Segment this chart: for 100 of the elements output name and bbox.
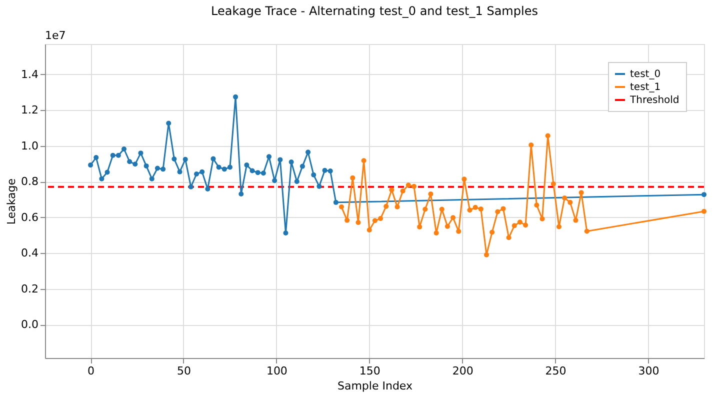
point xyxy=(495,209,500,214)
x-tick-label: 300 xyxy=(638,364,660,378)
point xyxy=(584,228,590,234)
y-tick-label: 1.4 xyxy=(21,68,38,81)
point xyxy=(500,206,506,212)
point xyxy=(316,184,322,189)
point xyxy=(400,188,406,194)
point xyxy=(144,163,149,168)
point xyxy=(238,192,244,197)
point xyxy=(328,168,333,174)
point xyxy=(472,204,478,210)
x-tick-label: 100 xyxy=(266,364,288,378)
point xyxy=(138,150,144,156)
point xyxy=(172,156,177,162)
x-tick-label: 250 xyxy=(545,364,566,378)
point xyxy=(428,192,434,197)
point xyxy=(160,166,166,172)
point xyxy=(255,170,260,176)
point xyxy=(417,224,422,230)
point xyxy=(154,166,160,171)
point xyxy=(322,168,328,173)
point xyxy=(378,216,384,222)
point xyxy=(205,186,210,192)
chart-title: Leakage Trace - Alternating test_0 and test_1 Samples xyxy=(211,4,538,18)
x-tick-label: 0 xyxy=(88,364,95,378)
point xyxy=(278,157,283,162)
point xyxy=(339,204,344,210)
point xyxy=(266,154,272,160)
point xyxy=(568,200,573,205)
point xyxy=(210,156,216,162)
point xyxy=(149,176,154,182)
point xyxy=(94,155,99,160)
x-axis-title: Sample Index xyxy=(337,380,413,392)
point xyxy=(233,94,238,100)
y-tick-label: 0.8 xyxy=(21,175,38,188)
point xyxy=(384,204,389,209)
point xyxy=(545,133,550,138)
y-tick-label: 1.2 xyxy=(21,104,38,117)
point xyxy=(333,200,338,205)
point xyxy=(556,224,562,230)
y-tick-label: 0.2 xyxy=(21,282,38,296)
x-tick-label: 200 xyxy=(452,364,474,378)
y-axis-title: Leakage xyxy=(5,178,18,225)
point xyxy=(88,162,94,168)
point xyxy=(702,192,706,198)
point xyxy=(517,220,522,225)
point xyxy=(306,150,311,155)
point xyxy=(450,215,456,220)
point xyxy=(188,184,194,190)
point xyxy=(116,152,121,158)
y-tick-label: 0.6 xyxy=(21,210,38,224)
point xyxy=(294,179,300,184)
point xyxy=(534,202,540,208)
x-tick-label: 50 xyxy=(176,364,191,378)
point xyxy=(283,230,288,236)
point xyxy=(512,223,517,228)
point xyxy=(478,206,484,212)
legend-label: Threshold xyxy=(629,95,680,106)
point xyxy=(182,156,188,162)
point xyxy=(406,182,411,188)
point xyxy=(434,230,439,236)
point xyxy=(372,218,378,224)
point xyxy=(300,164,305,169)
point xyxy=(578,190,584,196)
point xyxy=(200,169,205,174)
point xyxy=(444,224,450,229)
point xyxy=(194,172,200,176)
point xyxy=(540,216,545,222)
point xyxy=(222,166,227,172)
point xyxy=(260,170,266,176)
text: 1e7 xyxy=(45,29,66,42)
point xyxy=(177,169,182,174)
point xyxy=(456,228,462,234)
point xyxy=(244,162,250,168)
point xyxy=(528,142,534,148)
y-tick-label: 0.4 xyxy=(21,246,38,260)
point xyxy=(573,218,578,223)
point xyxy=(439,206,444,212)
point xyxy=(506,235,512,240)
point xyxy=(344,218,350,223)
point xyxy=(104,170,110,175)
point xyxy=(132,162,138,167)
point xyxy=(422,206,428,212)
legend-label: test_0 xyxy=(630,69,661,80)
point xyxy=(288,160,294,165)
point xyxy=(562,195,568,200)
x-tick-label: 150 xyxy=(359,364,380,378)
legend-label: test_1 xyxy=(630,82,661,93)
point xyxy=(484,252,489,258)
point xyxy=(394,204,400,210)
point xyxy=(350,175,356,180)
point xyxy=(389,187,394,192)
point xyxy=(272,178,278,184)
y-tick-label: 1.0 xyxy=(21,139,38,152)
point xyxy=(412,184,417,189)
point xyxy=(523,222,528,228)
point xyxy=(366,227,372,232)
point xyxy=(250,168,255,174)
point xyxy=(550,181,556,186)
point xyxy=(356,220,361,225)
